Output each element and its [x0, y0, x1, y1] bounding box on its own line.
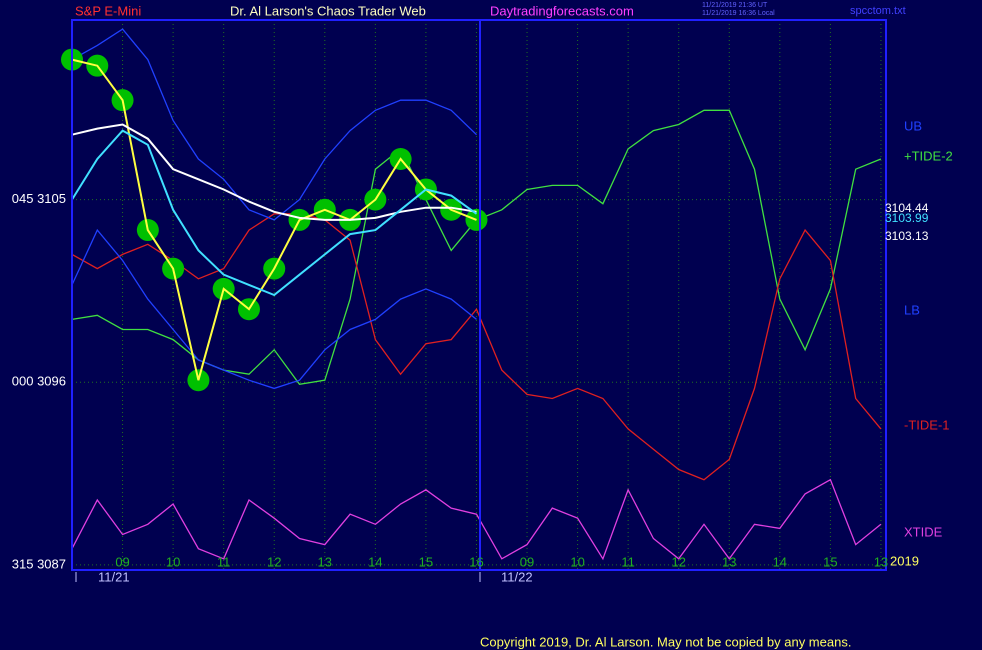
y-tick-label: 315 3087: [12, 556, 66, 571]
timestamp: 11/21/2019 21:36 UT: [702, 2, 768, 9]
x-tick-label: 09: [115, 554, 129, 569]
legend-label: XTIDE: [904, 524, 943, 539]
date-label: 11/22: [501, 569, 533, 584]
x-tick-label: 15: [419, 554, 433, 569]
x-tick-label: 12: [267, 554, 281, 569]
timestamp: 11/21/2019 16:36 Local: [702, 10, 775, 17]
legend-label: UB: [904, 118, 922, 133]
year-label: 2019: [890, 553, 919, 568]
series-line: [71, 478, 882, 561]
date-label: 11/21: [98, 569, 130, 584]
last-value: 3103.99: [885, 211, 929, 225]
legend-label: +TIDE-2: [904, 148, 953, 163]
series-line: [71, 28, 477, 221]
x-tick-label: 16: [469, 554, 483, 569]
copyright: Copyright 2019, Dr. Al Larson. May not b…: [480, 634, 851, 649]
x-tick-label: 11: [217, 554, 231, 569]
x-tick-label: 09: [520, 554, 534, 569]
last-value: 3104.44: [885, 201, 929, 215]
x-tick-label: 11: [621, 554, 635, 569]
series-line: [71, 58, 477, 381]
last-value: 3103.13: [885, 229, 929, 243]
website: Daytradingforecasts.com: [490, 3, 634, 18]
x-tick-label: 13: [318, 554, 332, 569]
legend-label: LB: [904, 302, 920, 317]
y-tick-label: 000 3096: [12, 374, 66, 389]
y-tick-label: 045 3105: [12, 191, 66, 206]
series-line: [71, 213, 882, 481]
x-tick-label: 14: [773, 554, 787, 569]
x-tick-label: 12: [671, 554, 685, 569]
series-line: [71, 123, 477, 221]
legend-label: -TIDE-1: [904, 417, 950, 432]
chart-title: Dr. Al Larson's Chaos Trader Web: [230, 3, 426, 18]
series-line: [71, 228, 477, 390]
x-tick-label: 10: [570, 554, 584, 569]
x-tick-label: 14: [368, 554, 382, 569]
file-name: spcctom.txt: [850, 5, 906, 17]
x-tick-label: 15: [823, 554, 837, 569]
x-tick-label: 10: [166, 554, 180, 569]
x-tick-label: 13: [874, 554, 888, 569]
series-line: [71, 129, 478, 297]
source-label: S&P E-Mini: [75, 3, 141, 18]
x-tick-label: 13: [722, 554, 736, 569]
